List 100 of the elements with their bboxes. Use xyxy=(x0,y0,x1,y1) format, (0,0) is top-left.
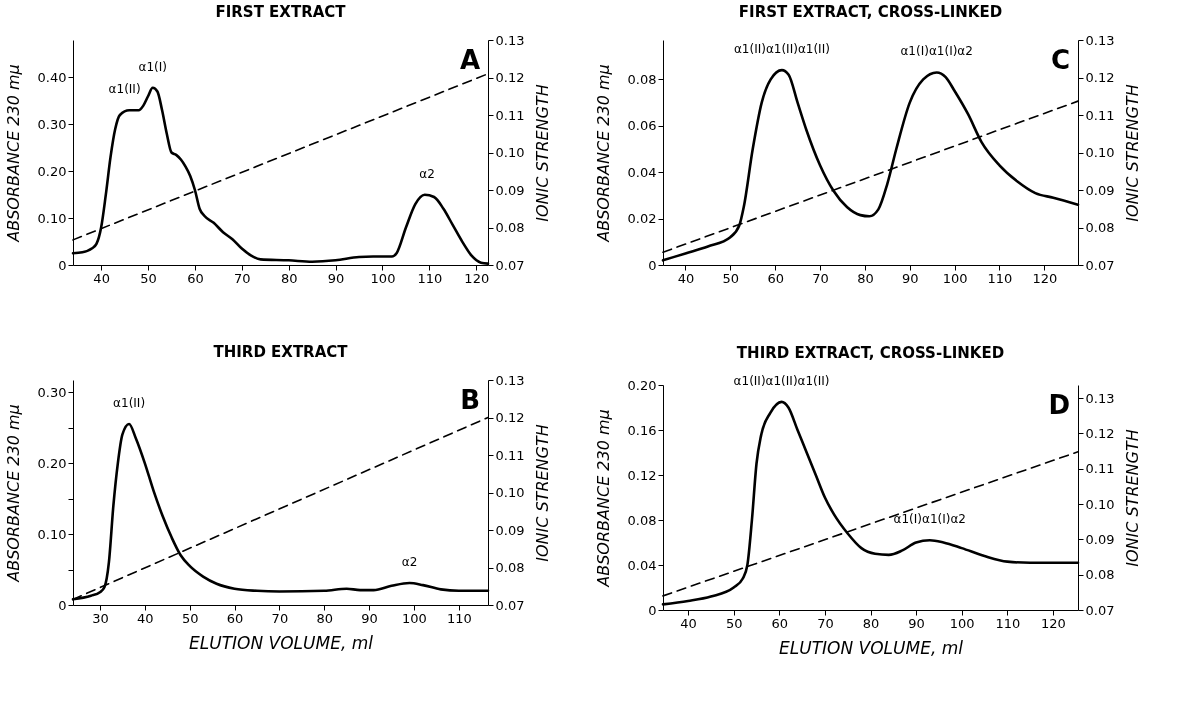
x-tick-label: 110 xyxy=(987,270,1013,286)
y-tick-label: 0.10 xyxy=(37,210,67,226)
y2-tick-label: 0.13 xyxy=(495,32,525,48)
x-tick-label: 100 xyxy=(942,270,968,286)
y-tick-label: 0.02 xyxy=(627,211,657,227)
y2-tick-label: 0.11 xyxy=(1085,107,1115,123)
y-tick-label: 0.06 xyxy=(627,118,657,134)
annotation: B xyxy=(460,385,480,415)
y-tick-label: 0.40 xyxy=(37,70,67,85)
x-tick-label: 50 xyxy=(722,270,740,286)
x-tick-label: 60 xyxy=(226,610,244,626)
x-tick-label: 60 xyxy=(767,270,784,286)
y-axis-title: ABSORBANCE 230 mμ xyxy=(593,64,613,243)
y2-axis-title: IONIC STRENGTH xyxy=(532,84,552,222)
x-tick-label: 120 xyxy=(1041,615,1066,631)
y2-axis-title: IONIC STRENGTH xyxy=(1122,84,1142,222)
y-tick-label: 0.20 xyxy=(37,455,67,471)
y-tick-label: 0.08 xyxy=(627,71,657,87)
y2-tick-label: 0.08 xyxy=(495,220,525,235)
annotation: α2 xyxy=(419,166,435,181)
annotation: α2 xyxy=(401,555,418,569)
y2-tick-label: 0.13 xyxy=(495,372,525,388)
x-tick-label: 50 xyxy=(181,610,199,626)
x-tick-label: 110 xyxy=(446,610,472,626)
annotation: α1(I) xyxy=(138,59,167,74)
x-tick-label: 50 xyxy=(140,270,157,286)
y-tick-label: 0.12 xyxy=(627,467,657,483)
x-tick-label: 110 xyxy=(417,270,443,286)
chart-title: THIRD EXTRACT, CROSS-LINKED xyxy=(736,343,1005,362)
x-tick-label: 100 xyxy=(949,615,975,631)
x-tick-label: 40 xyxy=(677,270,695,286)
x-tick-label: 90 xyxy=(901,270,919,286)
annotation: A xyxy=(459,45,480,75)
x-tick-label: 80 xyxy=(280,270,298,286)
y2-tick-label: 0.12 xyxy=(1085,425,1115,441)
y2-tick-label: 0.11 xyxy=(495,447,525,463)
y-tick-label: 0.04 xyxy=(627,557,657,573)
y-tick-label: 0.20 xyxy=(37,163,67,179)
annotation: D xyxy=(1048,390,1070,420)
y2-tick-label: 0.07 xyxy=(495,597,525,613)
y2-tick-label: 0.09 xyxy=(495,182,525,198)
annotation: α1(II)α1(II)α1(II) xyxy=(733,373,830,388)
x-tick-label: 40 xyxy=(680,615,697,631)
x-tick-label: 40 xyxy=(93,270,110,286)
y2-tick-label: 0.12 xyxy=(495,410,525,425)
y2-tick-label: 0.07 xyxy=(495,257,525,273)
x-tick-label: 30 xyxy=(92,610,109,626)
y2-tick-label: 0.12 xyxy=(495,70,525,85)
x-tick-label: 80 xyxy=(316,610,334,626)
y-tick-label: 0 xyxy=(648,257,657,273)
y2-tick-label: 0.12 xyxy=(1085,70,1115,85)
x-tick-label: 50 xyxy=(725,615,743,631)
y2-tick-label: 0.10 xyxy=(1085,145,1115,160)
x-tick-label: 60 xyxy=(771,615,789,631)
y2-tick-label: 0.09 xyxy=(495,522,525,538)
y-tick-label: 0 xyxy=(58,597,67,613)
x-tick-label: 110 xyxy=(995,615,1021,631)
annotation: α1(II)α1(II)α1(II) xyxy=(733,42,830,57)
y2-tick-label: 0.11 xyxy=(495,107,525,123)
y2-tick-label: 0.13 xyxy=(1085,390,1115,406)
annotation: α1(II) xyxy=(108,82,141,97)
x-tick-label: 60 xyxy=(187,270,204,286)
y-axis-title: ABSORBANCE 230 mμ xyxy=(3,64,23,243)
y-tick-label: 0.30 xyxy=(37,384,67,400)
y-tick-label: 0.20 xyxy=(627,377,657,393)
annotation: C xyxy=(1050,45,1070,75)
x-tick-label: 90 xyxy=(361,610,378,626)
y2-tick-label: 0.09 xyxy=(1085,182,1115,198)
x-tick-label: 80 xyxy=(857,270,874,286)
y2-axis-title: IONIC STRENGTH xyxy=(532,424,552,562)
x-tick-label: 120 xyxy=(1032,270,1058,286)
y2-tick-label: 0.07 xyxy=(1085,257,1115,273)
x-tick-label: 100 xyxy=(370,270,396,286)
y-tick-label: 0.04 xyxy=(627,164,657,180)
y-tick-label: 0.08 xyxy=(627,512,657,528)
y2-tick-label: 0.10 xyxy=(495,485,525,500)
x-tick-label: 100 xyxy=(402,610,427,626)
y-axis-title: ABSORBANCE 230 mμ xyxy=(3,404,23,583)
y-tick-label: 0.30 xyxy=(37,116,67,132)
x-axis-title: ELUTION VOLUME, ml xyxy=(189,632,374,653)
annotation: α1(I)α1(I)α2 xyxy=(900,44,973,59)
x-tick-label: 70 xyxy=(817,615,834,631)
x-axis-title: ELUTION VOLUME, ml xyxy=(779,637,964,658)
x-tick-label: 90 xyxy=(908,615,925,631)
annotation: α1(II) xyxy=(113,396,146,411)
x-tick-label: 70 xyxy=(812,270,829,286)
x-tick-label: 120 xyxy=(464,270,490,286)
x-tick-label: 90 xyxy=(327,270,345,286)
y2-tick-label: 0.08 xyxy=(1085,220,1115,235)
chart-title: THIRD EXTRACT xyxy=(213,343,349,361)
y-axis-title: ABSORBANCE 230 mμ xyxy=(593,409,613,588)
y2-tick-label: 0.07 xyxy=(1085,602,1115,618)
y2-axis-title: IONIC STRENGTH xyxy=(1122,429,1142,567)
y2-tick-label: 0.09 xyxy=(1085,531,1115,547)
y2-tick-label: 0.11 xyxy=(1085,461,1115,477)
y2-tick-label: 0.08 xyxy=(1085,567,1115,583)
y-tick-label: 0.10 xyxy=(37,526,67,542)
y-tick-label: 0 xyxy=(648,602,657,618)
y2-tick-label: 0.08 xyxy=(495,560,525,575)
x-tick-label: 80 xyxy=(862,615,880,631)
